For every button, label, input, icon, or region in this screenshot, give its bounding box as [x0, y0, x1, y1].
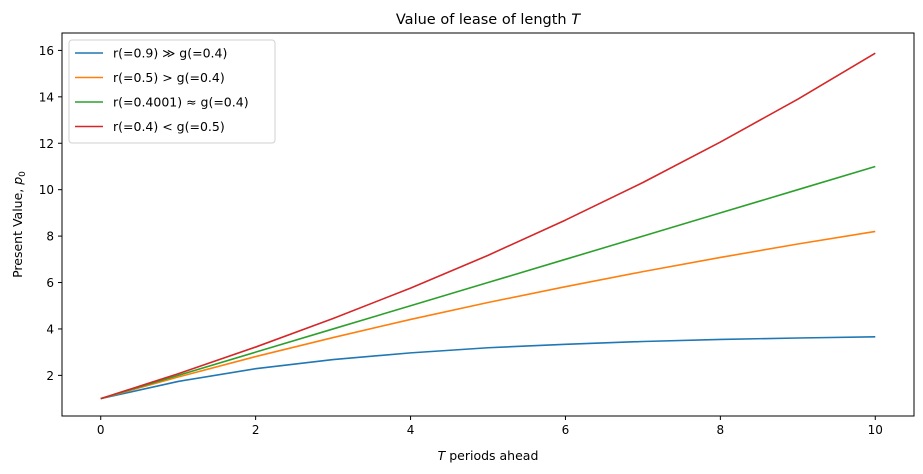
y-tick-label: 4	[46, 322, 54, 336]
y-axis-label: Present Value, p0	[10, 171, 28, 278]
y-tick-label: 10	[39, 183, 54, 197]
x-axis-label: T periods ahead	[438, 448, 539, 463]
x-tick-label: 6	[562, 423, 570, 437]
series-line-2	[100, 165, 876, 400]
plot-frame	[61, 32, 915, 417]
legend: r(=0.9) ≫ g(=0.4) r(=0.5) > g(=0.4) r(=0.4…	[68, 39, 276, 144]
x-tick-label: 0	[97, 423, 105, 437]
y-tick-label: 14	[39, 90, 54, 104]
series-line-3	[100, 52, 876, 400]
x-tick-label: 4	[407, 423, 415, 437]
series-line-0	[100, 336, 876, 400]
legend-label-2: r(=0.4001) ≈ g(=0.4)	[113, 95, 249, 110]
x-tick-label: 8	[717, 423, 725, 437]
legend-label-0: r(=0.9) ≫ g(=0.4)	[113, 46, 227, 61]
y-tick-label: 6	[46, 276, 54, 290]
legend-label-3: r(=0.4) < g(=0.5)	[113, 119, 225, 134]
chart-title: Value of lease of length T	[396, 12, 581, 28]
y-tick-label: 16	[39, 44, 54, 58]
x-tick-label: 10	[868, 423, 883, 437]
plot-lines	[100, 52, 876, 400]
series-line-1	[100, 230, 876, 400]
y-tick-label: 2	[46, 369, 54, 383]
x-axis: 0 2 4 6 8 10	[97, 416, 883, 437]
y-tick-label: 8	[46, 230, 54, 244]
x-tick-label: 2	[252, 423, 260, 437]
legend-label-1: r(=0.5) > g(=0.4)	[113, 70, 225, 85]
y-tick-label: 12	[39, 137, 54, 151]
legend-box	[68, 39, 276, 144]
y-axis: 2 4 6 8 10 12 14 16	[39, 44, 62, 383]
